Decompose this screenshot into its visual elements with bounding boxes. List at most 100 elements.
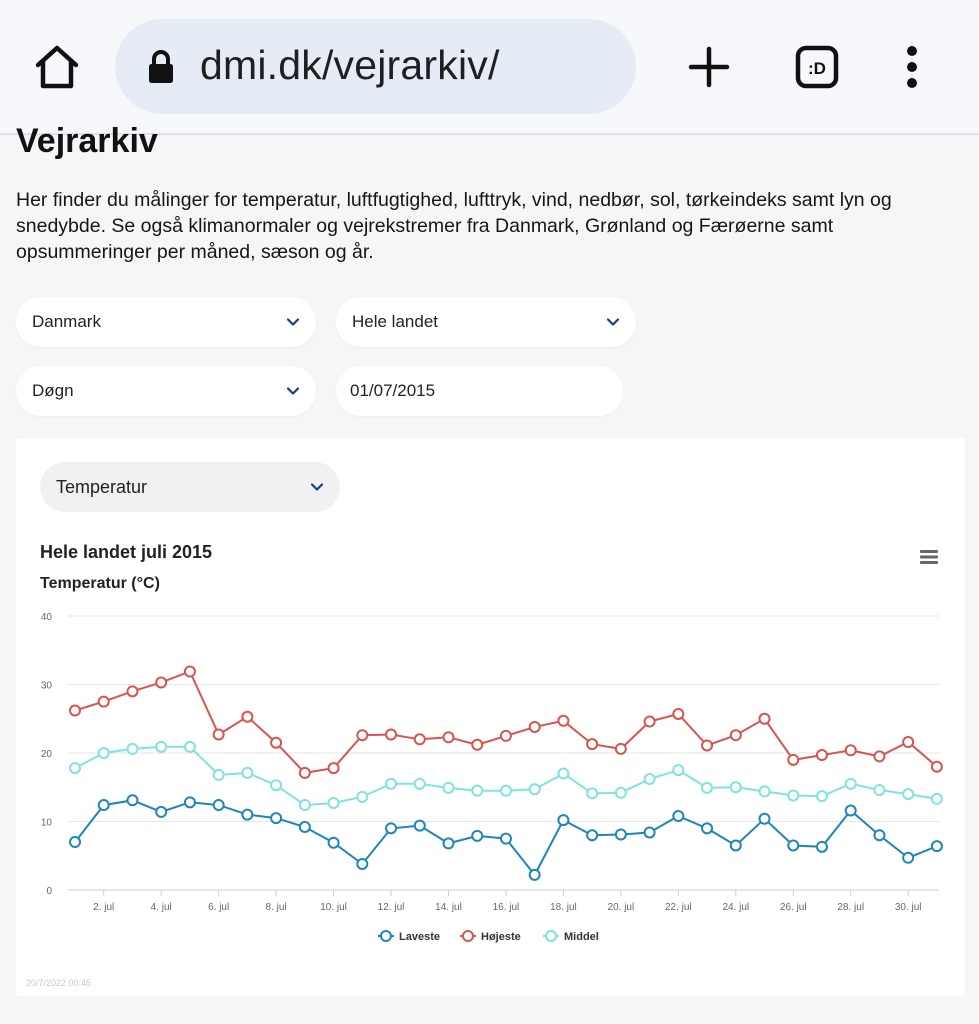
data-point[interactable] [69, 762, 81, 775]
data-point[interactable] [471, 829, 484, 842]
data-point[interactable] [385, 822, 398, 835]
data-point[interactable] [528, 783, 541, 796]
data-point[interactable] [557, 814, 570, 827]
data-point[interactable] [212, 768, 225, 781]
data-point[interactable] [643, 715, 656, 728]
data-point[interactable] [815, 749, 828, 762]
data-point[interactable] [844, 777, 857, 790]
data-point[interactable] [212, 728, 225, 741]
data-point[interactable] [298, 820, 311, 833]
tab-switcher-icon[interactable]: :D [795, 45, 839, 89]
data-point[interactable] [787, 789, 800, 802]
data-point[interactable] [930, 840, 943, 853]
data-point[interactable] [643, 826, 656, 839]
data-point[interactable] [183, 796, 196, 809]
data-point[interactable] [758, 785, 771, 798]
data-point[interactable] [557, 714, 570, 727]
data-point[interactable] [241, 710, 254, 723]
data-point[interactable] [499, 784, 512, 797]
data-point[interactable] [126, 794, 139, 807]
data-point[interactable] [97, 695, 110, 708]
url-bar[interactable] [115, 19, 636, 114]
data-point[interactable] [614, 786, 627, 799]
date-input[interactable]: 01/07/2015 [336, 366, 623, 416]
data-point[interactable] [155, 740, 168, 753]
data-point[interactable] [643, 773, 656, 786]
period-select[interactable]: Døgn [16, 366, 316, 416]
data-point[interactable] [183, 665, 196, 678]
data-point[interactable] [155, 805, 168, 818]
data-point[interactable] [97, 799, 110, 812]
data-point[interactable] [471, 738, 484, 751]
data-point[interactable] [69, 704, 81, 717]
data-point[interactable] [701, 739, 714, 752]
data-point[interactable] [126, 685, 139, 698]
data-point[interactable] [586, 787, 599, 800]
data-point[interactable] [385, 728, 398, 741]
data-point[interactable] [471, 784, 484, 797]
data-point[interactable] [212, 799, 225, 812]
data-point[interactable] [873, 829, 886, 842]
data-point[interactable] [442, 781, 455, 794]
data-point[interactable] [844, 744, 857, 757]
data-point[interactable] [930, 760, 943, 773]
data-point[interactable] [155, 676, 168, 689]
data-point[interactable] [270, 736, 283, 749]
data-point[interactable] [356, 790, 369, 803]
data-point[interactable] [930, 792, 943, 805]
data-point[interactable] [69, 836, 81, 849]
data-point[interactable] [586, 738, 599, 751]
data-point[interactable] [298, 766, 311, 779]
data-point[interactable] [729, 839, 742, 852]
data-point[interactable] [873, 750, 886, 763]
data-point[interactable] [672, 707, 685, 720]
data-point[interactable] [729, 729, 742, 742]
data-point[interactable] [356, 857, 369, 870]
data-point[interactable] [298, 799, 311, 812]
parameter-select[interactable]: Temperatur [40, 462, 340, 512]
data-point[interactable] [413, 819, 426, 832]
data-point[interactable] [327, 836, 340, 849]
country-select[interactable]: Danmark [16, 297, 316, 347]
data-point[interactable] [499, 832, 512, 845]
data-point[interactable] [902, 788, 915, 801]
data-point[interactable] [97, 747, 110, 759]
data-point[interactable] [787, 753, 800, 766]
data-point[interactable] [270, 779, 283, 792]
home-icon[interactable] [34, 44, 80, 90]
data-point[interactable] [701, 822, 714, 835]
data-point[interactable] [758, 712, 771, 725]
legend-item-højeste[interactable]: Højeste [460, 930, 521, 943]
data-point[interactable] [270, 812, 283, 825]
data-point[interactable] [844, 804, 857, 817]
data-point[interactable] [787, 839, 800, 852]
data-point[interactable] [902, 851, 915, 864]
data-point[interactable] [873, 783, 886, 796]
data-point[interactable] [557, 767, 570, 780]
data-point[interactable] [815, 790, 828, 803]
data-point[interactable] [241, 766, 254, 779]
url-text[interactable]: dmi.dk/vejrarkiv/ [200, 42, 500, 88]
data-point[interactable] [528, 720, 541, 733]
data-point[interactable] [413, 777, 426, 790]
data-point[interactable] [614, 828, 627, 841]
data-point[interactable] [442, 837, 455, 850]
chart-menu-button[interactable] [916, 546, 942, 568]
data-point[interactable] [126, 742, 139, 755]
data-point[interactable] [356, 729, 369, 742]
data-point[interactable] [528, 868, 541, 881]
data-point[interactable] [442, 731, 455, 744]
data-point[interactable] [413, 733, 426, 746]
data-point[interactable] [499, 729, 512, 742]
legend-item-laveste[interactable]: Laveste [378, 930, 440, 943]
data-point[interactable] [729, 781, 742, 794]
data-point[interactable] [672, 810, 685, 823]
legend-item-middel[interactable]: Middel [543, 930, 599, 943]
data-point[interactable] [701, 781, 714, 794]
data-point[interactable] [758, 812, 771, 825]
data-point[interactable] [672, 764, 685, 777]
data-point[interactable] [241, 808, 254, 821]
data-point[interactable] [586, 829, 599, 842]
data-point[interactable] [614, 742, 627, 755]
data-point[interactable] [327, 797, 340, 810]
